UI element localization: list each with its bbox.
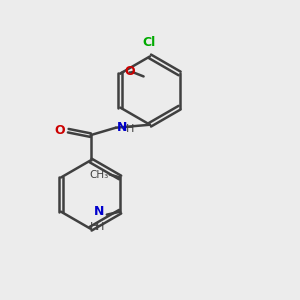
Text: N: N [94, 205, 104, 218]
Text: H: H [126, 124, 134, 134]
Text: O: O [54, 124, 65, 137]
Text: H: H [90, 222, 98, 232]
Text: CH₃: CH₃ [89, 169, 108, 179]
Text: H: H [96, 222, 104, 232]
Text: O: O [125, 65, 136, 79]
Text: Cl: Cl [142, 36, 155, 49]
Text: N: N [117, 121, 128, 134]
